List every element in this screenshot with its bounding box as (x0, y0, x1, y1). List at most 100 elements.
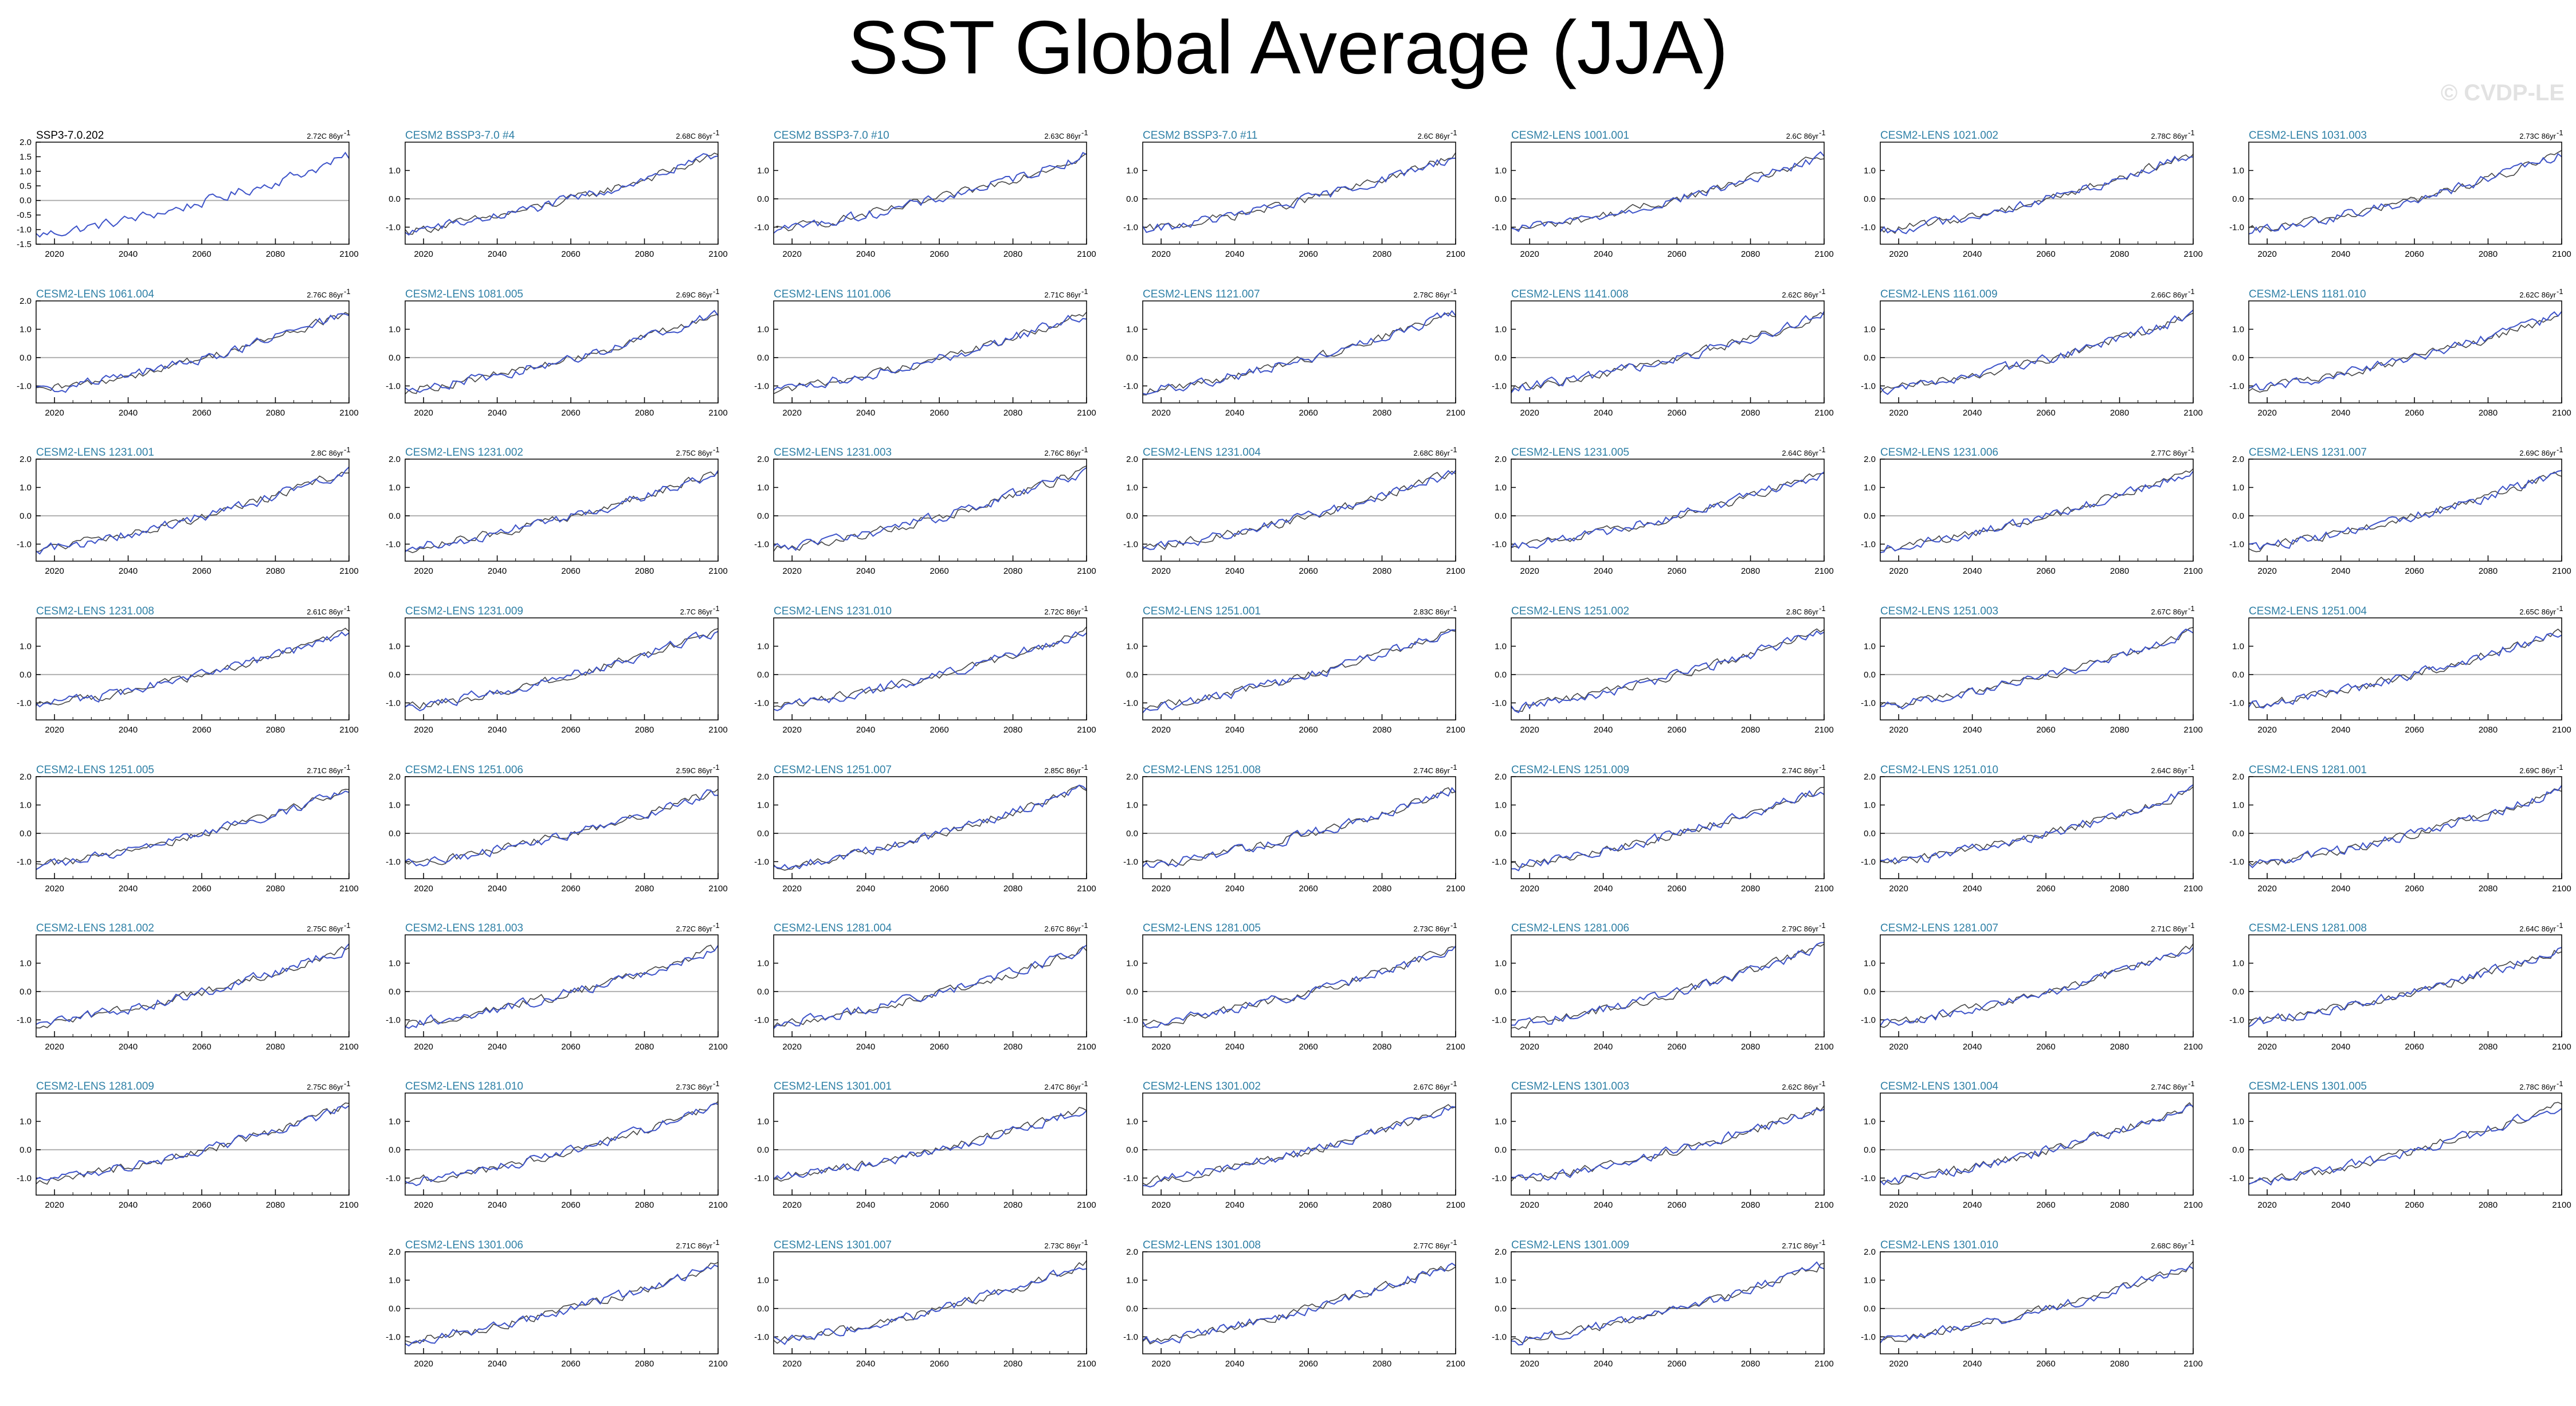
plot-frame (1880, 300, 2194, 404)
y-tick-label: 1.0 (757, 483, 769, 492)
y-tick-label: 0.0 (757, 353, 769, 363)
sst-series-line (1880, 310, 2194, 395)
x-tick-label: 2020 (1151, 884, 1170, 894)
x-tick-label: 2040 (1963, 249, 1982, 259)
trend-exponent: -1 (1819, 1079, 1826, 1088)
x-tick-label: 2040 (1225, 884, 1244, 894)
panel-46: CESM2-LENS 1301.002 2.67C 86yr -1 1.0 0.0 -1.… (1123, 1079, 1465, 1210)
x-tick-label: 2020 (782, 1200, 801, 1210)
panel-49: CESM2-LENS 1301.005 2.78C 86yr -1 1.0 0.0 -1.… (2229, 1079, 2571, 1210)
y-tick-label: -1.0 (1123, 539, 1138, 549)
x-tick-label: 2100 (1446, 725, 1465, 735)
ensemble-mean-line (2248, 628, 2562, 708)
plot-frame (1511, 617, 1825, 720)
y-tick-label: 2.0 (19, 772, 32, 782)
y-tick-label: 2.0 (1495, 455, 1507, 464)
x-tick-label: 2060 (1667, 1042, 1686, 1052)
trend-label: 2.7C 86yr (680, 608, 713, 616)
plot-frame (1511, 1092, 1825, 1196)
x-tick-label: 2060 (192, 725, 211, 735)
x-tick-label: 2080 (266, 1200, 285, 1210)
x-tick-label: 2080 (266, 884, 285, 894)
x-tick-label: 2100 (2183, 1200, 2202, 1210)
y-tick-label: -1.0 (386, 857, 401, 867)
y-tick-label: -1.0 (1123, 1015, 1138, 1025)
x-tick-label: 2040 (119, 566, 138, 576)
panel-title: CESM2-LENS 1301.001 (774, 1080, 892, 1092)
trend-exponent: -1 (1081, 921, 1088, 930)
x-tick-label: 2040 (856, 1359, 875, 1369)
y-tick-label: 1.0 (19, 483, 32, 492)
x-tick-label: 2020 (1889, 725, 1908, 735)
y-tick-label: -1.0 (2229, 698, 2244, 708)
x-tick-label: 2020 (1520, 249, 1539, 259)
trend-label: 2.77C 86yr (1413, 1241, 1450, 1250)
x-tick-label: 2080 (1373, 249, 1391, 259)
x-tick-label: 2080 (2110, 566, 2129, 576)
sst-series-line (36, 790, 350, 870)
ensemble-mean-line (1880, 1102, 2194, 1185)
ensemble-mean-line (1511, 1263, 1825, 1344)
y-tick-label: 1.0 (757, 324, 769, 334)
trend-exponent: -1 (713, 287, 720, 296)
x-tick-label: 2080 (1003, 1359, 1022, 1369)
x-tick-label: 2080 (2479, 249, 2497, 259)
x-tick-label: 2100 (1446, 408, 1465, 418)
y-tick-label: 1.0 (1126, 166, 1138, 175)
x-tick-label: 2080 (266, 725, 285, 735)
y-tick-label: -1.0 (386, 222, 401, 232)
panel-28: CESM2-LENS 1251.004 2.65C 86yr -1 1.0 0.0 -1.… (2229, 604, 2571, 735)
trend-exponent: -1 (344, 921, 351, 930)
y-tick-label: -1.0 (1861, 222, 1876, 232)
ensemble-mean-line (36, 789, 350, 866)
x-tick-label: 2040 (1225, 1359, 1244, 1369)
x-tick-label: 2020 (1889, 408, 1908, 418)
panel-title: CESM2-LENS 1281.006 (1511, 922, 1629, 934)
x-tick-label: 2080 (1373, 725, 1391, 735)
y-tick-label: 1.0 (1126, 1117, 1138, 1126)
plot-frame (405, 300, 719, 404)
y-tick-label: 0.0 (1495, 194, 1507, 204)
panel-title: CESM2-LENS 1231.010 (774, 605, 892, 617)
ensemble-mean-line (1511, 628, 1825, 712)
ensemble-mean-line (1511, 156, 1825, 230)
y-tick-label: -1.0 (2229, 857, 2244, 867)
x-tick-label: 2020 (1520, 566, 1539, 576)
x-tick-label: 2040 (119, 884, 138, 894)
x-tick-label: 2060 (1299, 884, 1318, 894)
x-tick-label: 2020 (2257, 1200, 2276, 1210)
sst-series-line (1142, 629, 1456, 714)
x-tick-label: 2040 (1963, 1200, 1982, 1210)
trend-exponent: -1 (1819, 763, 1826, 771)
x-tick-label: 2100 (708, 249, 727, 259)
trend-label: 2.75C 86yr (307, 1083, 343, 1091)
trend-label: 2.85C 86yr (1044, 766, 1081, 775)
panel-1: SSP3-7.0.202 2.72C 86yr -1 2.0 1.5 1.0 0.5 0.0 -… (17, 128, 359, 259)
plot-frame (1880, 617, 2194, 720)
y-tick-label: 1.0 (2232, 1117, 2244, 1126)
x-tick-label: 2060 (192, 884, 211, 894)
plot-frame (773, 1092, 1087, 1196)
panel-50: CESM2-LENS 1301.006 2.71C 86yr -1 2.0 1.0 0.0… (386, 1238, 728, 1369)
sst-series-line (2248, 470, 2562, 550)
trend-label: 2.72C 86yr (1044, 608, 1081, 616)
x-tick-label: 2060 (1667, 1359, 1686, 1369)
plot-frame (1880, 1251, 2194, 1354)
trend-label: 2.6C 86yr (1418, 132, 1450, 140)
panel-54: CESM2-LENS 1301.010 2.68C 86yr -1 2.0 1.0 0.0… (1861, 1238, 2203, 1369)
y-tick-label: 0.0 (757, 194, 769, 204)
trend-exponent: -1 (344, 287, 351, 296)
y-tick-label: 0.0 (1864, 194, 1876, 204)
y-tick-label: -1.0 (1861, 1332, 1876, 1342)
y-tick-label: -1.0 (17, 381, 32, 391)
trend-label: 2.61C 86yr (307, 608, 343, 616)
ensemble-mean-line (1142, 152, 1456, 230)
ensemble-mean-line (773, 465, 1087, 552)
trend-label: 2.6C 86yr (1786, 132, 1819, 140)
x-tick-label: 2060 (2405, 884, 2424, 894)
panel-title: CESM2-LENS 1181.010 (2249, 288, 2366, 300)
y-tick-label: 0.0 (1126, 987, 1138, 997)
y-tick-label: 0.0 (1864, 511, 1876, 521)
plot-frame (773, 1251, 1087, 1354)
x-tick-label: 2020 (1520, 1200, 1539, 1210)
